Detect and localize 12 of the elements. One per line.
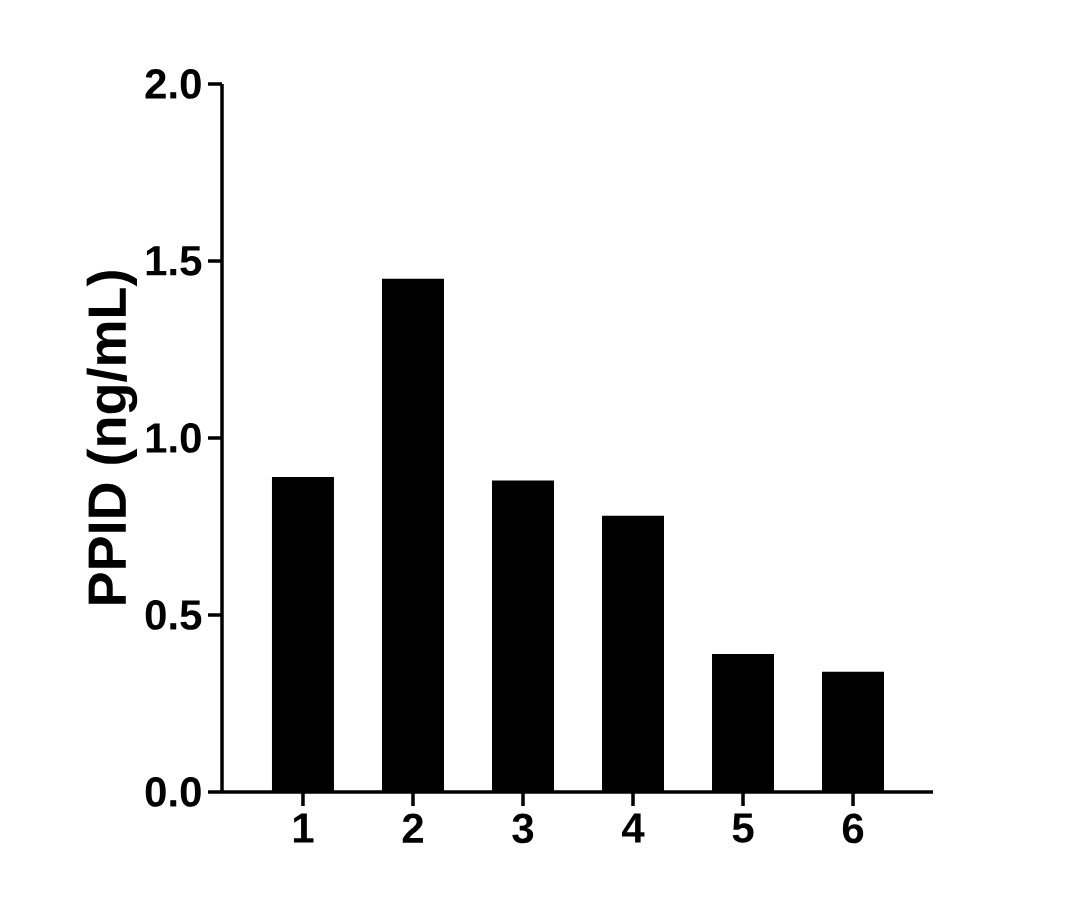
y-tick-label: 1.5: [146, 246, 202, 276]
y-tick-label: 0.0: [145, 777, 201, 807]
y-tick-label: 0.5: [145, 600, 202, 630]
y-tick-label: 1.0: [146, 423, 201, 453]
y-tick-label: 2.0: [145, 69, 201, 99]
x-tick-label: 3: [512, 813, 534, 844]
y-axis-title: PPID (ng/mL): [86, 271, 138, 604]
x-tick-label: 6: [842, 813, 864, 844]
x-tick-label: 5: [732, 813, 754, 843]
x-tick-label: 2: [402, 813, 423, 843]
x-tick-label: 4: [621, 813, 645, 843]
x-tick-label: 1: [293, 813, 314, 843]
